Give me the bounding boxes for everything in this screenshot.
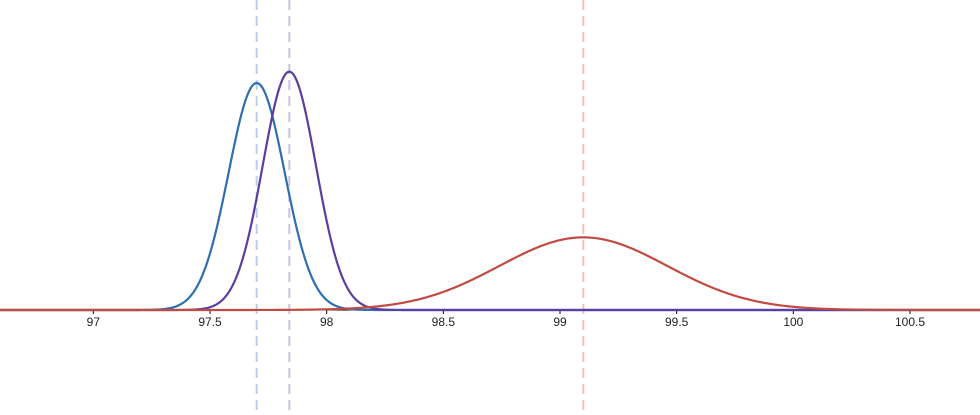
density-curve-3 bbox=[0, 236, 980, 312]
mean-marker-layer bbox=[255, 0, 585, 415]
curve-layer bbox=[0, 70, 980, 312]
x-tick-label: 98 bbox=[320, 315, 334, 329]
density-curve-1 bbox=[0, 81, 980, 312]
x-tick-label: 98.5 bbox=[432, 315, 456, 329]
x-tick-label: 97 bbox=[87, 315, 101, 329]
x-tick-label: 99.5 bbox=[665, 315, 689, 329]
x-axis: 97 97.5 98 98.5 99 99.5 100 100.5 bbox=[0, 309, 980, 329]
x-tick-label: 99 bbox=[553, 315, 567, 329]
x-tick-label: 100.5 bbox=[895, 315, 925, 329]
density-curve-2 bbox=[0, 70, 980, 312]
x-tick-label: 97.5 bbox=[198, 315, 222, 329]
x-tick-label: 100 bbox=[783, 315, 803, 329]
